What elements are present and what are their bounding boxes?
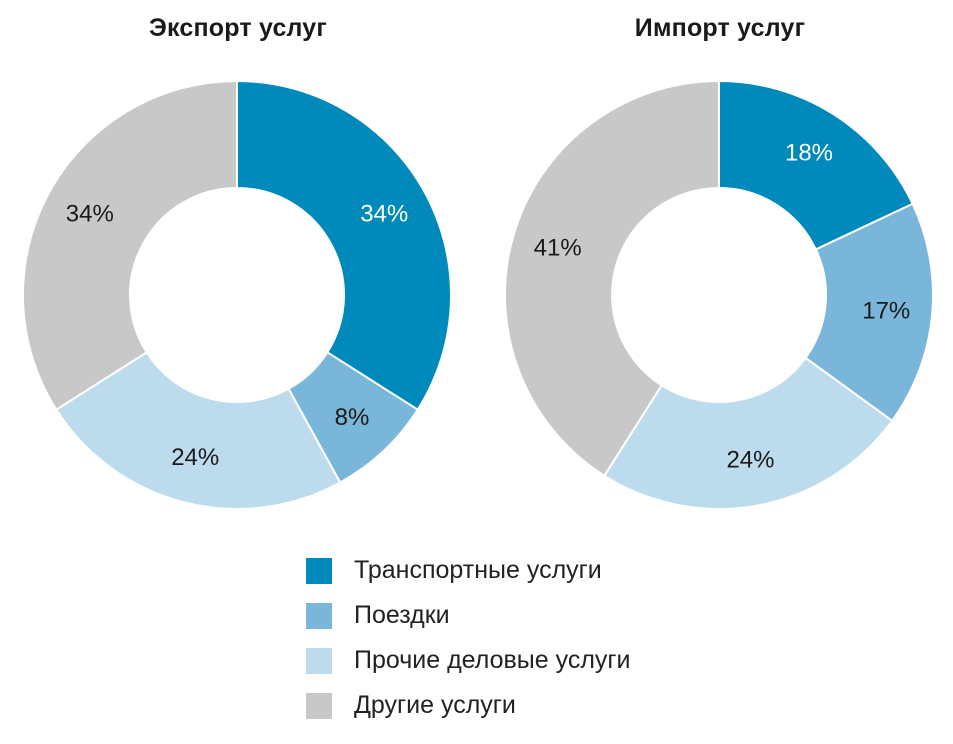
export-label-business: 24% <box>171 444 219 471</box>
export-slice-business <box>54 350 342 510</box>
import-label-travel: 17% <box>862 297 910 324</box>
legend-label-travel: Поездки <box>354 601 450 629</box>
import-slice-business <box>602 356 894 510</box>
legend-label-business: Прочие деловые услуги <box>354 646 631 674</box>
legend-swatch-transport <box>306 557 332 584</box>
import-slice-other <box>504 79 720 478</box>
import-chart-title: Импорт услуг <box>634 14 806 42</box>
export-label-other: 34% <box>66 201 114 228</box>
legend-label-other: Другие услуги <box>354 691 516 719</box>
import-donut-chart: 18% 17% 24% 41% <box>504 79 934 510</box>
export-chart-title: Экспорт услуг <box>148 14 328 42</box>
import-slice-travel <box>804 202 934 423</box>
legend-label-transport: Транспортные услуги <box>354 556 602 584</box>
export-label-transport: 34% <box>360 201 408 228</box>
legend-item-business: Прочие деловые услуги <box>306 638 631 683</box>
legend-swatch-business <box>306 647 332 674</box>
legend-swatch-travel <box>306 602 332 629</box>
legend-item-transport: Транспортные услуги <box>306 548 631 593</box>
import-label-other: 41% <box>534 235 582 262</box>
legend-swatch-other <box>306 692 332 719</box>
chart-legend: Транспортные услуги Поездки Прочие делов… <box>306 548 631 728</box>
import-label-business: 24% <box>726 447 774 474</box>
export-label-travel: 8% <box>335 404 370 431</box>
import-label-transport: 18% <box>785 140 833 167</box>
import-slice-transport <box>718 79 914 251</box>
legend-item-travel: Поездки <box>306 593 631 638</box>
export-donut-chart: 34% 8% 24% 34% <box>22 79 452 510</box>
legend-item-other: Другие услуги <box>306 683 631 728</box>
export-slice-transport <box>236 79 452 412</box>
export-slice-other <box>22 79 238 412</box>
